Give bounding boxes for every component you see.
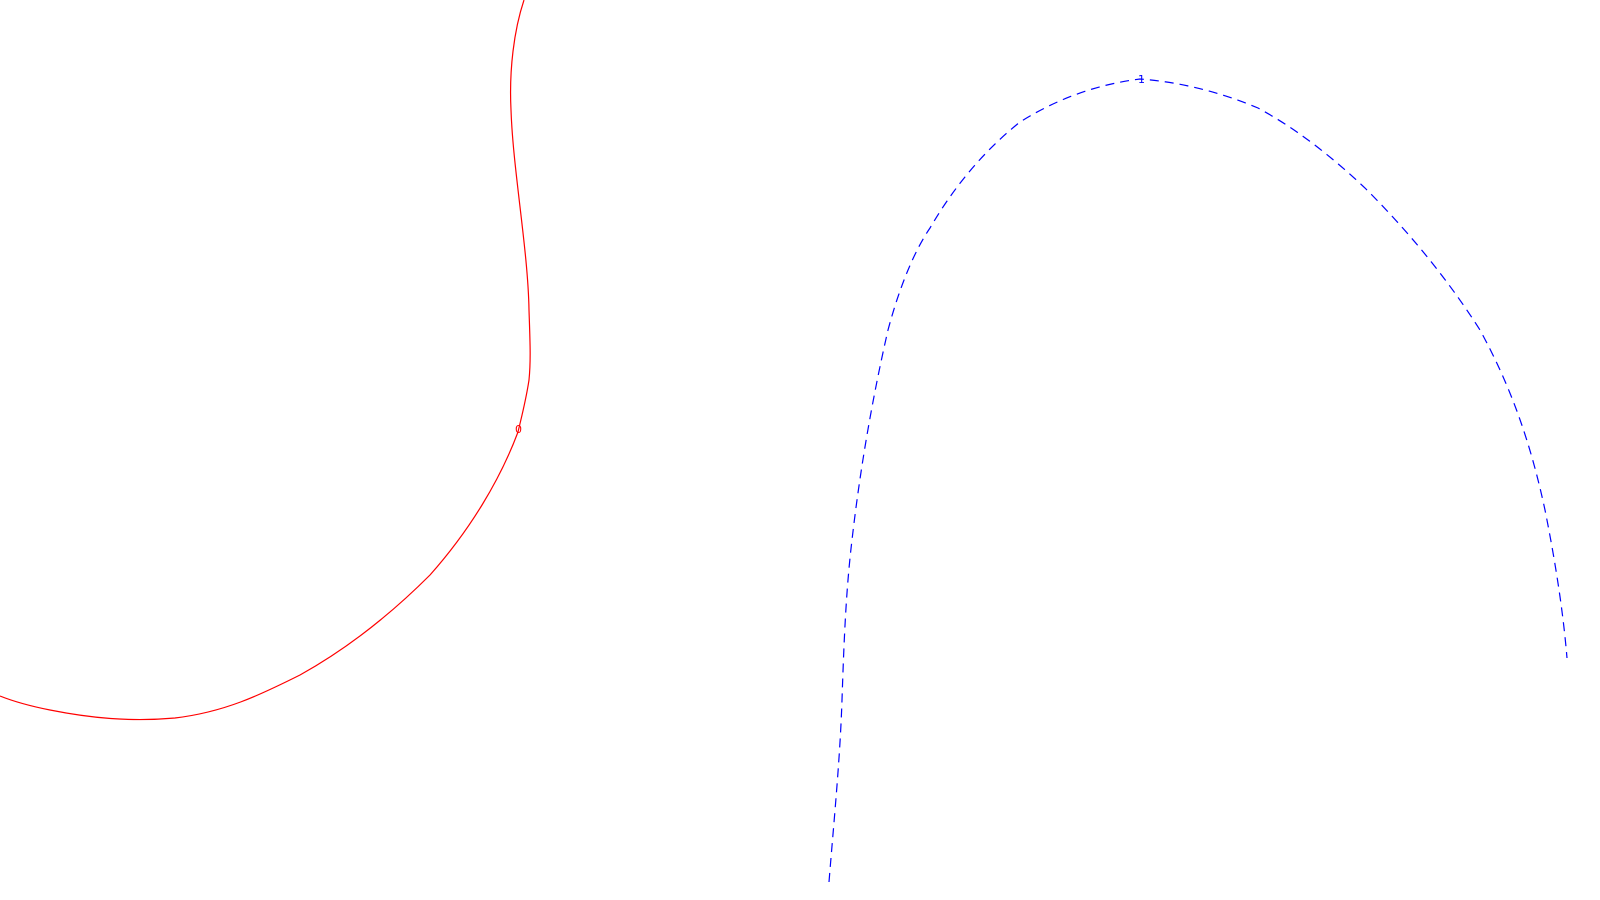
contour-line-level-0 [0, 0, 531, 721]
contour-line-level-1 [828, 78, 1568, 883]
contour-label-level-0: 0 [515, 423, 522, 436]
contour-label-level-1: 1 [1138, 73, 1145, 86]
